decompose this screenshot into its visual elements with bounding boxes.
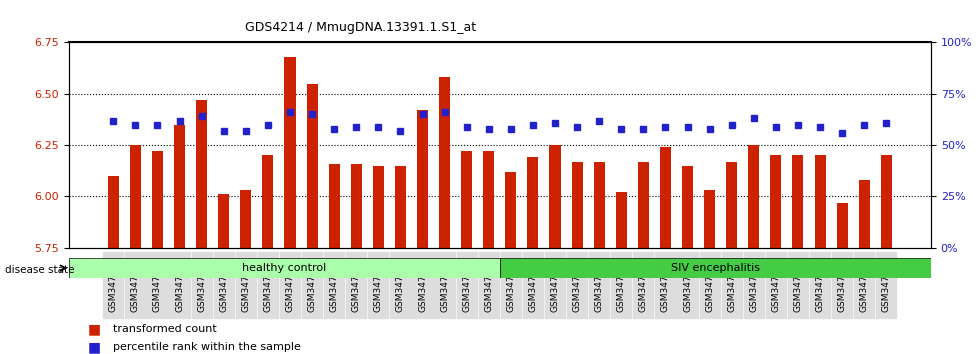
Bar [152, 151, 163, 248]
Text: disease state: disease state [5, 265, 74, 275]
Bar [284, 57, 296, 248]
Bar [814, 155, 825, 248]
Text: ■: ■ [88, 340, 101, 354]
Bar [174, 125, 185, 248]
Text: transformed count: transformed count [113, 324, 217, 334]
Bar [506, 172, 516, 248]
Bar [439, 78, 450, 248]
Bar [615, 192, 627, 248]
Text: percentile rank within the sample: percentile rank within the sample [113, 342, 301, 352]
Bar [219, 194, 229, 248]
Bar [837, 202, 848, 248]
Bar [263, 155, 273, 248]
Bar [594, 161, 605, 248]
Bar [881, 155, 892, 248]
FancyBboxPatch shape [500, 258, 931, 278]
Bar [704, 190, 715, 248]
Bar [550, 145, 561, 248]
Bar [660, 147, 671, 248]
Bar [240, 190, 251, 248]
Bar [416, 110, 428, 248]
Text: SIV encephalitis: SIV encephalitis [671, 263, 760, 273]
Bar [395, 166, 406, 248]
Bar [638, 161, 649, 248]
Bar [793, 155, 804, 248]
Bar [328, 164, 340, 248]
Bar [130, 145, 141, 248]
Text: healthy control: healthy control [242, 263, 326, 273]
Bar [726, 161, 737, 248]
Bar [108, 176, 119, 248]
Bar [462, 151, 472, 248]
Text: GDS4214 / MmugDNA.13391.1.S1_at: GDS4214 / MmugDNA.13391.1.S1_at [245, 21, 476, 34]
Bar [527, 158, 538, 248]
Bar [682, 166, 693, 248]
Bar [571, 161, 583, 248]
FancyBboxPatch shape [69, 258, 500, 278]
Bar [858, 180, 869, 248]
Bar [351, 164, 362, 248]
Bar [196, 100, 207, 248]
Bar [483, 151, 494, 248]
Text: ■: ■ [88, 322, 101, 336]
Bar [770, 155, 781, 248]
Bar [749, 145, 760, 248]
Bar [372, 166, 384, 248]
Bar [307, 84, 318, 248]
